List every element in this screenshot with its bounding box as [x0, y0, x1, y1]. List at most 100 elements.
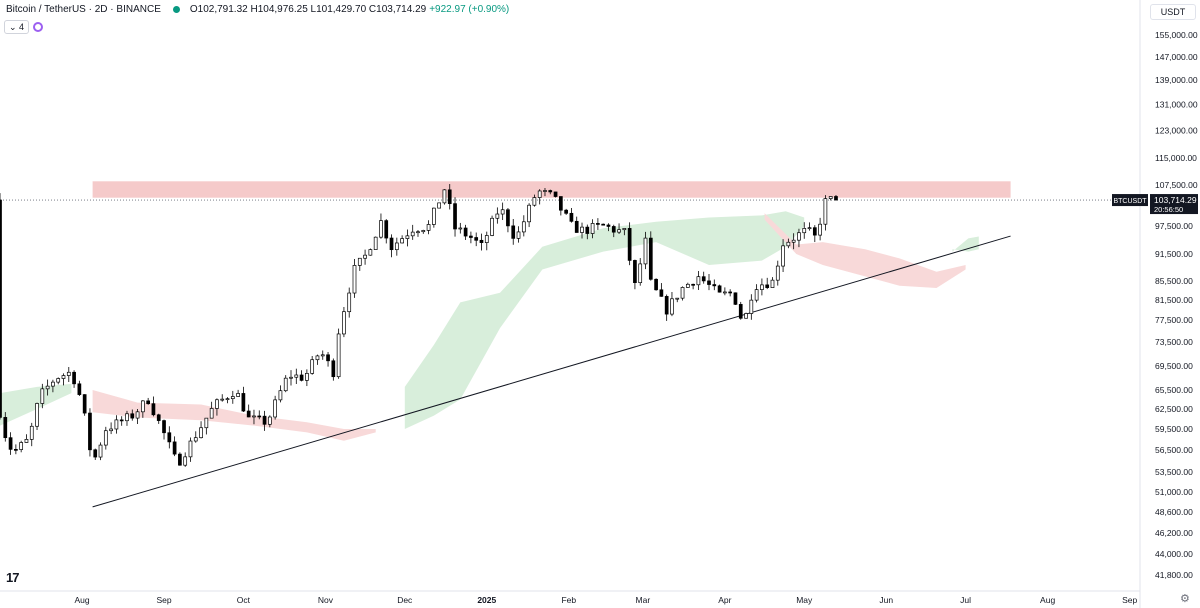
candle: [686, 283, 689, 288]
candle-body-down: [512, 226, 515, 239]
candle: [157, 414, 160, 424]
tradingview-logo: 17: [6, 570, 18, 585]
candle-body-down: [385, 221, 388, 238]
candle-body-down: [554, 192, 557, 197]
candle-body-up: [279, 391, 282, 400]
candle: [327, 352, 330, 367]
settings-gear-icon[interactable]: ⚙: [1180, 592, 1190, 605]
candle: [411, 225, 414, 240]
candle-body-down: [178, 454, 181, 465]
candle: [226, 397, 229, 403]
candle: [565, 209, 568, 215]
candle: [432, 208, 435, 228]
candle-body-down: [549, 191, 552, 192]
candle: [501, 203, 504, 220]
candle: [284, 375, 287, 392]
candle-body-up: [290, 377, 293, 378]
candle-body-down: [163, 421, 166, 433]
candle-body-down: [707, 281, 710, 285]
candle: [358, 258, 361, 271]
time-tick-label: Apr: [718, 595, 731, 605]
candle-body-up: [438, 203, 441, 208]
candle: [247, 405, 250, 418]
time-tick-label: Feb: [561, 595, 576, 605]
candle-body-down: [83, 395, 86, 414]
candle: [104, 427, 107, 450]
candle: [655, 278, 658, 291]
candle-body-up: [237, 393, 240, 396]
candle-body-down: [834, 196, 837, 200]
candle-body-down: [120, 420, 123, 421]
candle-body-up: [358, 258, 361, 265]
candle: [337, 329, 340, 379]
current-price-label: 103,714.29: [1154, 195, 1197, 205]
candle: [824, 195, 827, 230]
candle: [438, 203, 441, 208]
candle-body-up: [697, 277, 700, 285]
candle: [538, 189, 541, 204]
candle: [406, 229, 409, 246]
candle: [364, 250, 367, 265]
candle-body-up: [379, 221, 382, 238]
candle-body-down: [565, 210, 568, 213]
candle: [750, 294, 753, 320]
time-tick-label: Aug: [1040, 595, 1055, 605]
candle-body-up: [755, 290, 758, 301]
candle-body-up: [819, 224, 822, 235]
candle: [739, 302, 742, 320]
price-tick-label: 107,500.00: [1155, 180, 1198, 190]
candle-body-up: [51, 382, 54, 386]
candle-body-up: [342, 312, 345, 334]
candle-body-down: [506, 210, 509, 226]
candle: [517, 226, 520, 242]
time-tick-label: Sep: [156, 595, 171, 605]
candle-body-down: [300, 375, 303, 380]
candle-body-up: [57, 379, 60, 383]
candle: [681, 286, 684, 300]
candle: [379, 214, 382, 239]
candle: [221, 394, 224, 401]
candle-body-up: [803, 228, 806, 232]
candle: [369, 249, 372, 256]
price-tick-label: 59,500.00: [1155, 424, 1193, 434]
candle-body-up: [443, 190, 446, 203]
candle-body-up: [226, 399, 229, 400]
candle-body-up: [686, 284, 689, 287]
candle: [713, 279, 716, 290]
candle: [110, 422, 113, 434]
candle: [692, 284, 695, 290]
candle-body-up: [268, 417, 271, 424]
candle: [602, 223, 605, 225]
candle-body-up: [533, 198, 536, 206]
time-tick-label: Jul: [960, 595, 971, 605]
candle: [443, 189, 446, 205]
price-tick-label: 85,500.00: [1155, 276, 1193, 286]
candle: [702, 272, 705, 284]
candle-body-down: [607, 225, 610, 226]
candle: [554, 192, 557, 198]
price-tick-label: 48,600.00: [1155, 507, 1193, 517]
candle: [808, 222, 811, 230]
candle-body-up: [316, 356, 319, 360]
candle: [300, 370, 303, 381]
candle-body-down: [649, 238, 652, 279]
candle: [464, 225, 467, 240]
candle-body-up: [252, 416, 255, 417]
candle-body-down: [258, 416, 261, 417]
price-tick-label: 155,000.00: [1155, 30, 1198, 40]
candle-body-down: [88, 413, 91, 450]
candle-body-up: [141, 401, 144, 412]
candle-body-up: [623, 228, 626, 229]
candle: [459, 223, 462, 234]
candle-body-down: [9, 438, 12, 450]
candle: [755, 284, 758, 302]
candle: [729, 289, 732, 296]
candle-body-up: [416, 232, 419, 233]
candle-body-up: [311, 360, 314, 374]
ichimoku-cloud-green: [405, 211, 804, 429]
candle: [639, 258, 642, 286]
candle: [73, 370, 76, 388]
candle-body-down: [734, 293, 737, 305]
candle-body-up: [432, 208, 435, 224]
